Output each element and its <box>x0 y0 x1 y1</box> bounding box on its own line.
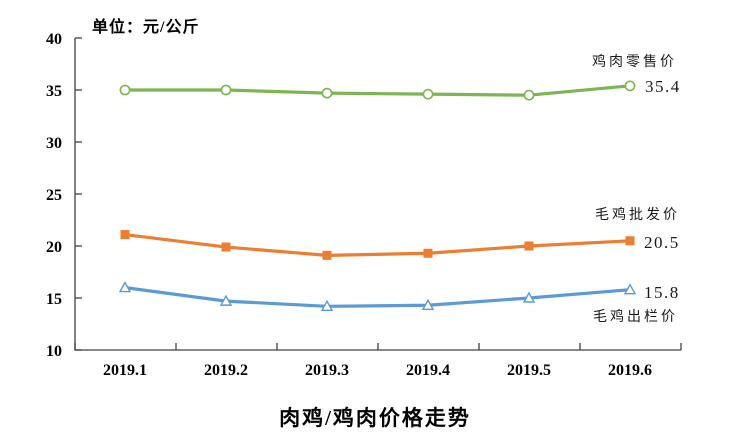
series-line-0 <box>125 84 631 97</box>
series-label-0: 鸡肉零售价 <box>592 53 677 70</box>
x-tick-label: 2019.4 <box>406 362 450 379</box>
y-tick-label: 20 <box>46 239 62 256</box>
y-tick-label: 15 <box>46 291 62 308</box>
y-tick-label: 10 <box>46 343 62 360</box>
x-tick-label: 2019.5 <box>507 362 551 379</box>
marker-triangle <box>320 299 334 312</box>
unit-label: 单位：元/公斤 <box>92 19 200 36</box>
marker-square <box>524 241 534 251</box>
marker-circle <box>220 84 232 96</box>
x-tick-label: 2019.3 <box>305 362 349 379</box>
marker-triangle <box>118 281 132 293</box>
series-line-1 <box>124 232 631 257</box>
y-tick-label: 30 <box>46 135 62 152</box>
marker-triangle <box>421 298 435 310</box>
x-tick-label: 2019.2 <box>204 362 248 379</box>
y-tick-label: 25 <box>46 187 62 204</box>
marker-triangle <box>522 291 536 303</box>
marker-triangle <box>623 283 637 295</box>
marker-circle <box>523 89 535 101</box>
marker-circle <box>321 87 333 99</box>
marker-square <box>423 248 433 258</box>
axis-lines <box>74 38 681 351</box>
x-tick-label: 2019.1 <box>103 362 147 379</box>
series-label-2: 毛鸡出栏价 <box>593 308 678 325</box>
marker-square <box>322 250 332 260</box>
marker-triangle <box>219 294 233 306</box>
marker-square <box>221 242 231 252</box>
marker-square <box>120 230 130 240</box>
marker-circle <box>624 80 636 92</box>
x-tick-label: 2019.6 <box>608 362 652 379</box>
series-line-2 <box>124 286 631 308</box>
marker-circle <box>422 88 434 100</box>
marker-circle <box>119 84 131 96</box>
series-end-value-0: 35.4 <box>645 77 681 96</box>
series-end-value-1: 20.5 <box>644 233 680 252</box>
y-tick-label: 40 <box>46 31 62 48</box>
series-label-1: 毛鸡批发价 <box>595 206 680 223</box>
y-tick-label: 35 <box>46 83 62 100</box>
chart-title: 肉鸡/鸡肉价格走势 <box>279 406 471 430</box>
series-end-value-2: 15.8 <box>644 283 680 302</box>
marker-square <box>625 236 635 246</box>
